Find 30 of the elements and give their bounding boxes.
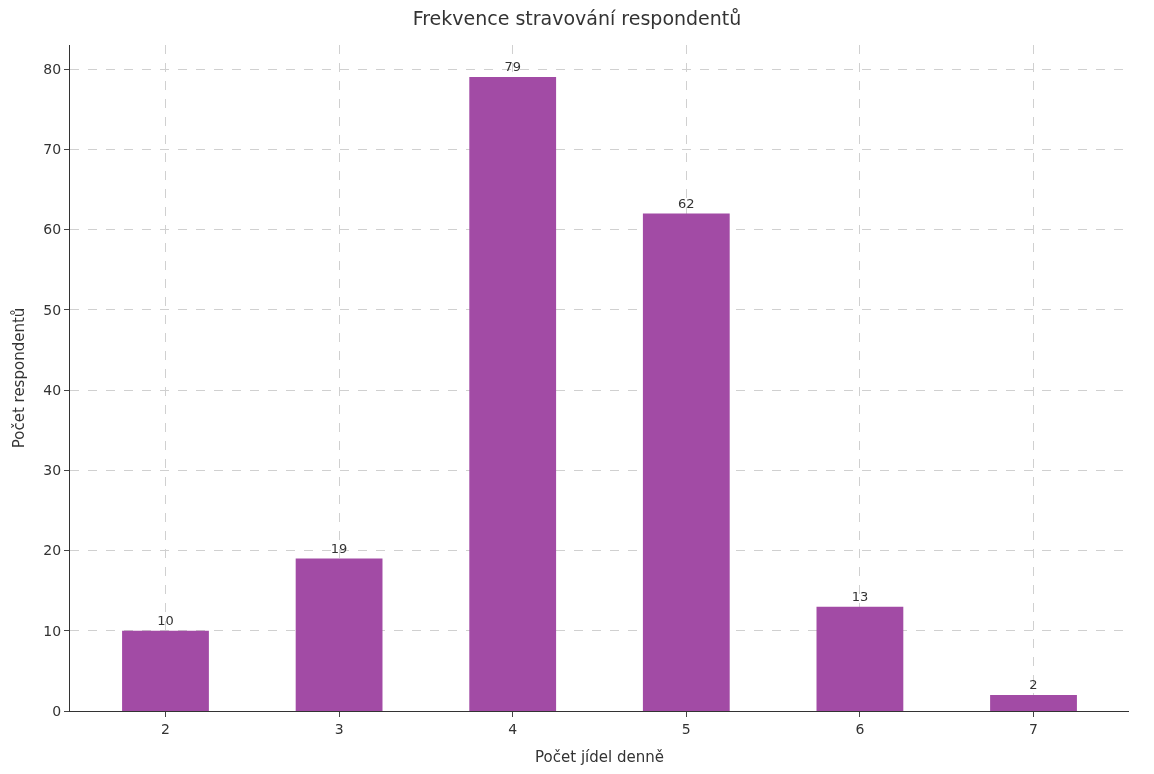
bar bbox=[295, 558, 383, 711]
bar bbox=[122, 630, 209, 711]
y-axis-title: Počet respondentů bbox=[9, 307, 28, 449]
y-tick-label: 50 bbox=[43, 301, 62, 318]
x-tick-label: 4 bbox=[508, 720, 518, 737]
chart-title: Frekvence stravování respondentů bbox=[412, 6, 742, 29]
data-label: 13 bbox=[851, 588, 869, 604]
x-tick-label: 7 bbox=[1029, 720, 1038, 737]
bar bbox=[469, 77, 557, 711]
y-tick-label: 70 bbox=[43, 141, 62, 158]
data-label: 2 bbox=[1029, 676, 1038, 692]
y-tick-label: 40 bbox=[43, 381, 62, 398]
y-tick-label: 0 bbox=[52, 702, 62, 719]
bar bbox=[642, 213, 730, 711]
data-label: 62 bbox=[678, 195, 695, 211]
x-tick-label: 5 bbox=[681, 720, 691, 737]
y-tick-label: 20 bbox=[43, 542, 62, 559]
x-tick-label: 2 bbox=[161, 720, 170, 737]
y-tick-label: 30 bbox=[43, 462, 62, 479]
bar bbox=[816, 606, 904, 711]
y-tick-label: 60 bbox=[43, 221, 62, 238]
x-tick-label: 6 bbox=[855, 720, 865, 737]
x-tick-label: 3 bbox=[334, 720, 344, 737]
data-label: 19 bbox=[330, 540, 348, 556]
y-tick-label: 10 bbox=[43, 622, 62, 639]
x-axis-title: Počet jídel denně bbox=[535, 747, 664, 766]
data-label: 79 bbox=[504, 59, 521, 75]
bar bbox=[990, 694, 1077, 711]
y-tick-label: 80 bbox=[43, 60, 62, 77]
data-label: 10 bbox=[157, 612, 174, 628]
